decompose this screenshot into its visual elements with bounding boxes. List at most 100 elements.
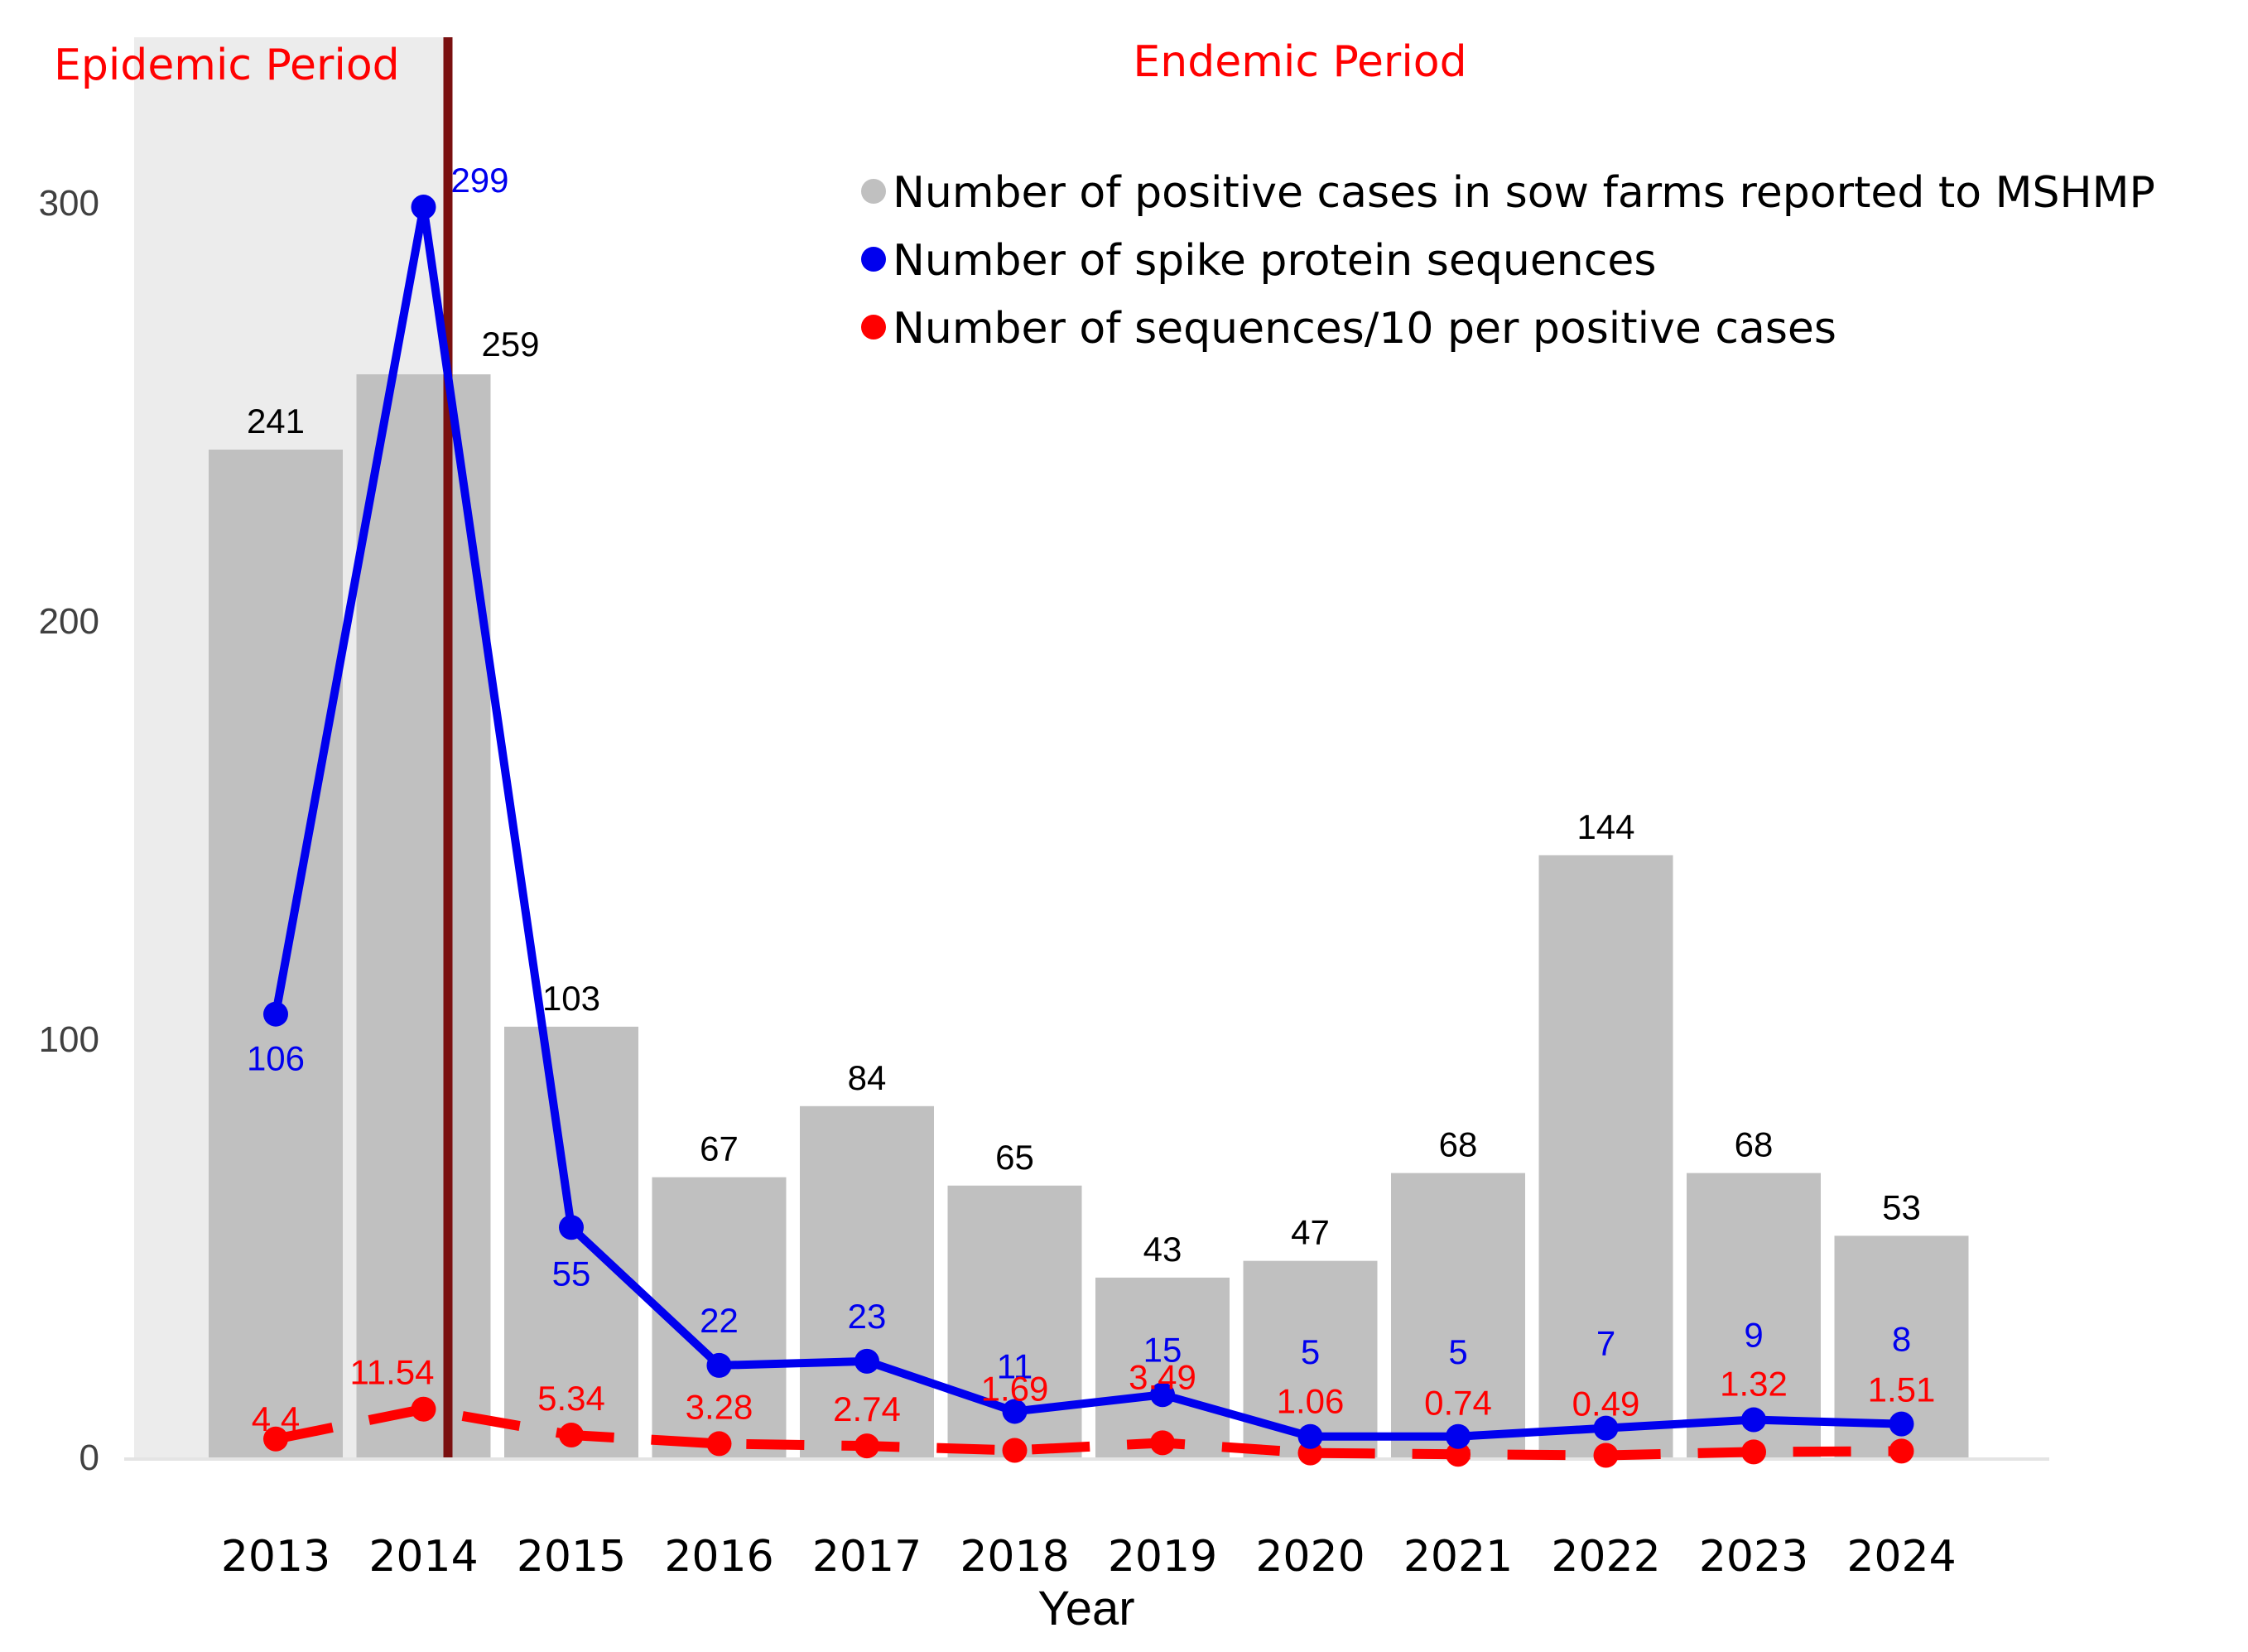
ratio-label-2020: 1.06 [1277,1382,1345,1421]
sequence-point-2019 [1150,1382,1175,1408]
endemic-period-label: Endemic Period [1133,37,1466,87]
ratio-point-2018 [1002,1438,1028,1463]
ratio-point-2013 [263,1426,288,1452]
legend-label-1: Number of positive cases in sow farms re… [893,168,2155,218]
axes: 0 100 200 300 2013 2014 2015 2016 2017 2018 2019 20… [39,183,2049,1582]
sequence-point-2017 [854,1348,879,1374]
bar-2017 [800,1105,934,1457]
x-tick-label-2019: 2019 [1108,1532,1217,1582]
bar-2022 [1538,855,1673,1457]
sequence-label-2021: 5 [1448,1332,1467,1371]
y-tick-label: 100 [39,1019,99,1060]
sequence-point-2015 [559,1215,584,1240]
bar-label-2020: 47 [1291,1213,1330,1252]
period-boundary-layer [443,37,453,1457]
y-tick-label: 300 [39,183,99,224]
sequence-point-2021 [1446,1423,1471,1449]
bar-2019 [1095,1277,1230,1457]
x-tick-label-2023: 2023 [1699,1532,1808,1582]
x-tick-label-2015: 2015 [517,1532,626,1582]
bar-2014 [356,374,491,1457]
legend: Number of positive cases in sow farms re… [861,168,2155,354]
bar-2021 [1391,1173,1525,1457]
x-axis-title: Year [1037,1582,1134,1635]
sequence-label-2017: 23 [848,1297,887,1336]
bar-label-2024: 53 [1882,1187,1921,1226]
x-tick-label-2020: 2020 [1255,1532,1365,1582]
bar-2013 [209,449,343,1458]
legend-marker-1 [861,179,886,204]
bar-label-2018: 65 [995,1138,1034,1177]
sequence-label-2019: 15 [1143,1330,1182,1369]
legend-label-2: Number of spike protein sequences [893,236,1656,286]
ratio-point-2022 [1593,1442,1619,1468]
sequence-label-2013: 106 [247,1039,305,1078]
y-tick-label: 200 [39,601,99,642]
ratio-label-2014: 11.54 [350,1353,435,1392]
x-tick-label-2022: 2022 [1551,1532,1660,1582]
ratio-label-2016: 3.28 [686,1387,753,1426]
bar-label-2021: 68 [1439,1125,1478,1164]
ratio-label-2024: 1.51 [1868,1370,1936,1409]
ratio-point-2015 [559,1423,584,1448]
bar-label-2016: 67 [700,1129,739,1168]
x-tick-label-2017: 2017 [812,1532,922,1582]
ratio-point-2017 [854,1433,879,1459]
bar-label-2014: 259 [481,325,539,364]
ratio-point-2023 [1741,1439,1766,1465]
bar-label-2022: 144 [1576,807,1634,846]
ratio-point-2019 [1150,1430,1175,1456]
ratio-point-2014 [411,1396,436,1422]
sequence-point-2020 [1297,1423,1323,1449]
x-tick-label-2024: 2024 [1846,1532,1956,1582]
ratio-point-2016 [706,1431,732,1457]
sequence-point-2022 [1593,1415,1619,1441]
sequence-label-2022: 7 [1596,1324,1615,1363]
sequence-line [272,203,1902,1441]
sequence-label-2018: 11 [997,1346,1033,1385]
legend-label-3: Number of sequences/10 per positive case… [893,304,1836,354]
legend-marker-3 [861,315,886,340]
ratio-label-2013: 4.4 [252,1399,300,1438]
ratio-point-2021 [1446,1442,1471,1467]
sequence-point-2023 [1741,1407,1766,1433]
x-tick-label-2014: 2014 [368,1532,478,1582]
sequence-label-2024: 8 [1892,1320,1911,1359]
bar-label-2023: 68 [1735,1125,1774,1164]
ratio-label-2017: 2.74 [833,1390,901,1428]
legend-marker-2 [861,247,886,272]
ratio-series [263,1396,1914,1468]
sequence-point-2018 [1002,1399,1028,1424]
sequence-label-2015: 55 [552,1254,591,1293]
sequence-series [263,195,1914,1449]
ratio-label-2022: 0.49 [1572,1385,1640,1423]
ratio-point-2024 [1889,1438,1914,1464]
sequence-point-2014 [411,195,436,220]
x-tick-label-2018: 2018 [960,1532,1069,1582]
ratio-label-2015: 5.34 [537,1379,605,1418]
sequence-label-2023: 9 [1744,1316,1763,1355]
ratio-label-2023: 1.32 [1720,1364,1788,1403]
y-tick-label: 0 [79,1438,99,1478]
bar-label-2013: 241 [247,402,305,441]
period-boundary-line [443,37,453,1457]
ratio-label-2018: 1.69 [981,1369,1049,1408]
bar-label-2019: 43 [1143,1230,1182,1269]
x-tick-label-2016: 2016 [664,1532,773,1582]
epidemic-period-label: Epidemic Period [54,41,400,90]
sequence-label-2016: 22 [700,1301,739,1340]
bar-2015 [504,1026,638,1457]
sequence-point-2016 [706,1352,732,1378]
bar-label-2017: 84 [848,1058,887,1097]
x-tick-label-2021: 2021 [1403,1532,1513,1582]
sequence-point-2013 [263,1001,288,1027]
ratio-line [274,1404,1902,1461]
bar-2016 [652,1177,787,1457]
ratio-label-2019: 3.49 [1129,1357,1196,1396]
x-tick-label-2013: 2013 [221,1532,330,1582]
sequence-point-2024 [1889,1411,1914,1437]
sequence-label-2020: 5 [1301,1332,1320,1371]
ratio-label-2021: 0.74 [1424,1383,1492,1422]
